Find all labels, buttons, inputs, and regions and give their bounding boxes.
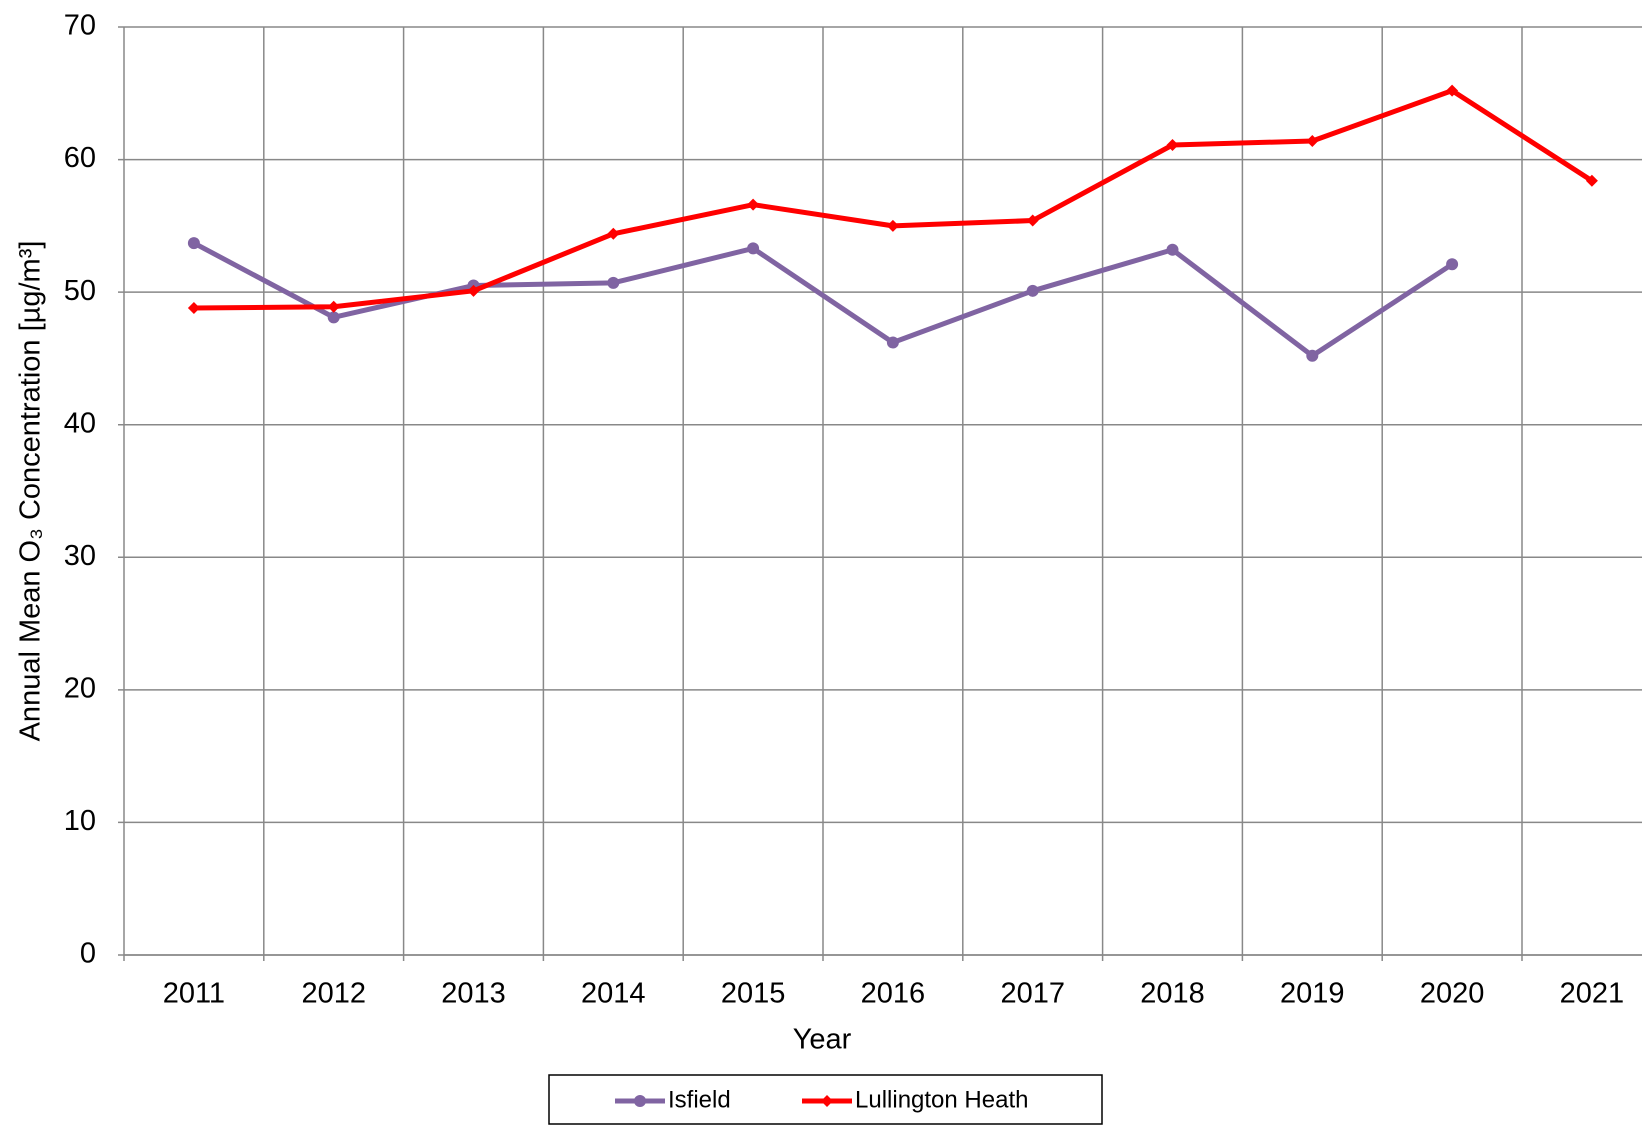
data-point bbox=[886, 336, 899, 349]
data-point bbox=[607, 227, 620, 240]
y-tick-label: 60 bbox=[64, 142, 96, 174]
data-point bbox=[1446, 84, 1459, 97]
y-tick-label: 30 bbox=[64, 540, 96, 572]
y-tick-label: 40 bbox=[64, 407, 96, 439]
data-point bbox=[607, 276, 620, 289]
x-tick-label: 2011 bbox=[163, 978, 225, 1010]
data-point bbox=[1166, 138, 1179, 151]
y-tick-label: 20 bbox=[64, 673, 96, 705]
legend-label: Lullington Heath bbox=[855, 1086, 1028, 1113]
y-tick-label: 0 bbox=[80, 938, 96, 970]
data-point bbox=[747, 198, 760, 211]
data-point bbox=[467, 284, 480, 297]
x-axis-title: Year bbox=[793, 1024, 852, 1056]
x-tick-label: 2021 bbox=[1560, 978, 1625, 1010]
data-point bbox=[187, 302, 200, 315]
data-point bbox=[1585, 174, 1598, 187]
data-point bbox=[1446, 258, 1459, 271]
data-point bbox=[327, 300, 340, 313]
x-tick-label: 2015 bbox=[721, 978, 786, 1010]
x-tick-label: 2016 bbox=[861, 978, 926, 1010]
data-point bbox=[1026, 284, 1039, 297]
data-point bbox=[747, 242, 760, 255]
x-tick-label: 2018 bbox=[1140, 978, 1205, 1010]
data-point bbox=[886, 219, 899, 232]
data-point bbox=[1026, 214, 1039, 227]
y-tick-label: 50 bbox=[64, 275, 96, 307]
data-point bbox=[1166, 243, 1179, 256]
y-tick-label: 70 bbox=[64, 10, 96, 42]
x-tick-label: 2019 bbox=[1280, 978, 1345, 1010]
series-line bbox=[192, 240, 1454, 359]
legend-marker bbox=[821, 1095, 833, 1107]
data-point bbox=[187, 237, 200, 250]
x-tick-label: 2014 bbox=[581, 978, 646, 1010]
x-tick-label: 2013 bbox=[441, 978, 506, 1010]
x-tick-label: 2020 bbox=[1420, 978, 1485, 1010]
data-point bbox=[327, 311, 340, 324]
y-tick-label: 10 bbox=[64, 805, 96, 837]
legend-marker bbox=[634, 1095, 646, 1107]
x-tick-label: 2017 bbox=[1000, 978, 1065, 1010]
data-point bbox=[1306, 135, 1319, 148]
y-axis-title: Annual Mean O₃ Concentration [µg/m³] bbox=[15, 241, 47, 742]
legend-label: Isfield bbox=[668, 1086, 731, 1113]
x-tick-label: 2012 bbox=[301, 978, 366, 1010]
data-point bbox=[1306, 349, 1319, 362]
